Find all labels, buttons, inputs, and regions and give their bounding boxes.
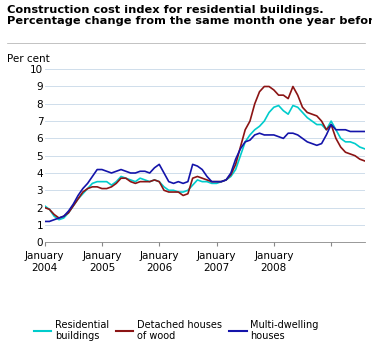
Text: Percentage change from the same month one year before: Percentage change from the same month on…: [7, 16, 372, 26]
Text: Per cent: Per cent: [7, 54, 50, 64]
Legend: Residential
buildings, Detached houses
of wood, Multi-dwelling
houses: Residential buildings, Detached houses o…: [33, 320, 319, 341]
Text: Construction cost index for residential buildings.: Construction cost index for residential …: [7, 5, 324, 15]
